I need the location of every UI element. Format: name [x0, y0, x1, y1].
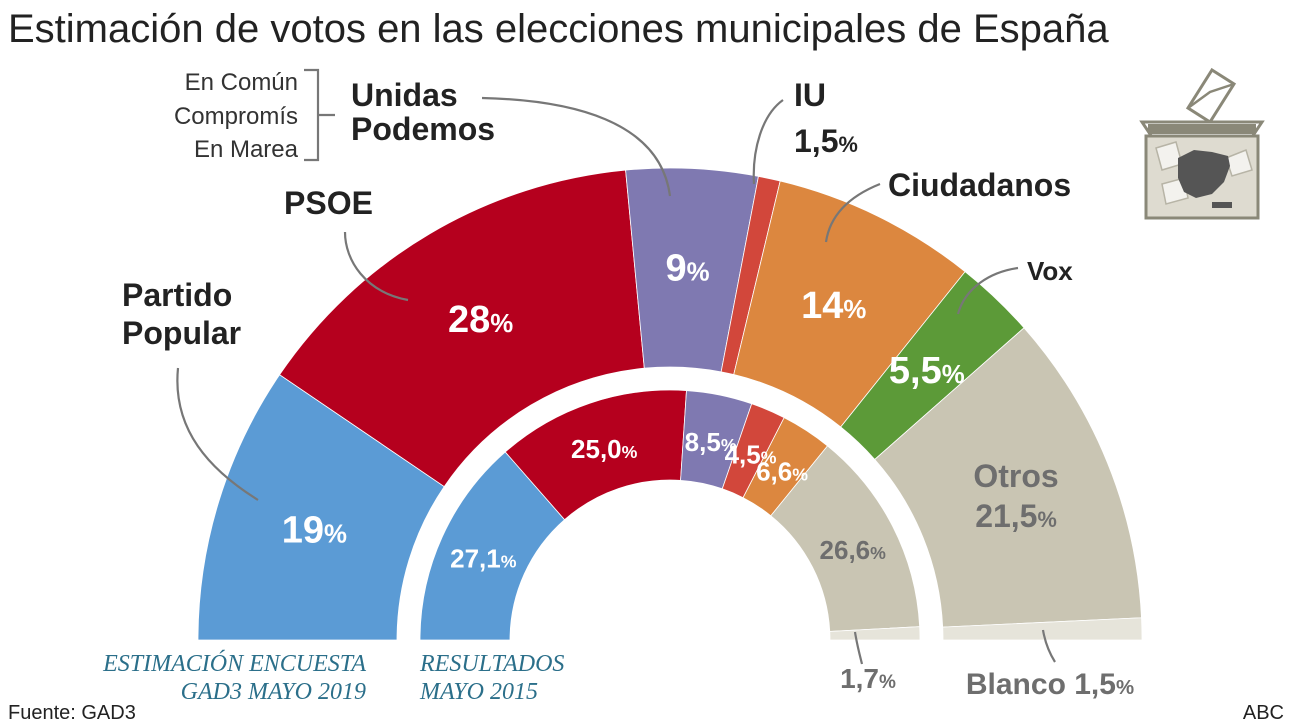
outer-arc-blanco — [942, 617, 1143, 641]
inner-ring — [419, 389, 921, 641]
outer-value-ciudadanos: 14% — [801, 285, 866, 327]
label-cs: Ciudadanos — [888, 167, 1071, 203]
label-iu: IU — [794, 77, 826, 113]
label-pp-line1: Partido — [122, 277, 232, 313]
inner-value-ciudadanos: 6,6% — [756, 456, 808, 486]
source-note: Fuente: GAD3 — [8, 702, 136, 724]
leader-podemos — [481, 96, 672, 197]
inner-value-otros: 26,6% — [820, 535, 887, 565]
caption-estimacion-line2: GAD3 MAYO 2019 — [181, 679, 366, 705]
label-podemos-line1: Unidas — [351, 77, 458, 113]
label-confluence-1: En Común — [185, 69, 298, 96]
outer-ring — [197, 167, 1143, 641]
inner-value-unidas-podemos: 8,5% — [685, 427, 737, 457]
leader-pp — [176, 367, 259, 501]
outer-value-vox: 5,5% — [889, 350, 965, 392]
caption-estimacion-line1: ESTIMACIÓN ENCUESTA — [102, 650, 366, 677]
inner-value-partido-popular: 27,1% — [450, 543, 517, 573]
inner-arc-blanco — [829, 626, 921, 641]
leader-blanco-2015 — [853, 631, 864, 665]
inner-value-psoe: 25,0% — [571, 434, 638, 464]
label-pp-line2: Popular — [122, 315, 241, 351]
label-confluence-2: Compromís — [174, 103, 298, 130]
label-otros: Otros — [973, 458, 1058, 494]
label-confluence-3: En Marea — [194, 136, 299, 163]
leader-iu — [752, 99, 784, 185]
inner-value-iu: 4,5% — [725, 440, 777, 470]
brand-label: ABC — [1243, 702, 1284, 724]
leader-psoe — [343, 231, 409, 302]
outer-value-unidas-podemos: 9% — [665, 247, 709, 289]
outer-value-labels: 19% 28% 9% 14% 5,5% 21,5% — [282, 247, 1057, 551]
outer-arc-psoe — [279, 169, 645, 488]
caption-resultados-line2: MAYO 2015 — [419, 679, 538, 705]
leader-blanco-2019 — [1041, 629, 1056, 663]
label-vox: Vox — [1027, 256, 1073, 286]
chart-title: Estimación de votos en las elecciones mu… — [8, 7, 1109, 51]
outer-value-partido-popular: 19% — [282, 510, 347, 552]
confluence-bracket — [304, 68, 335, 162]
label-blanco-2015: 1,7% — [840, 663, 896, 694]
label-blanco-2019: Blanco 1,5% — [966, 668, 1134, 701]
ballot-box-icon — [1139, 67, 1265, 220]
leader-cs — [824, 182, 881, 243]
outer-value-psoe: 28% — [448, 299, 513, 341]
label-psoe: PSOE — [284, 185, 373, 221]
label-podemos-line2: Podemos — [351, 111, 495, 147]
label-iu-value: 1,5% — [794, 123, 858, 159]
leader-vox — [956, 266, 1019, 315]
caption-resultados-line1: RESULTADOS — [419, 651, 564, 677]
inner-value-labels: 27,1% 25,0% 8,5%4,5%6,6% 26,6% — [450, 427, 886, 573]
outer-value-otros: 21,5% — [975, 498, 1057, 534]
